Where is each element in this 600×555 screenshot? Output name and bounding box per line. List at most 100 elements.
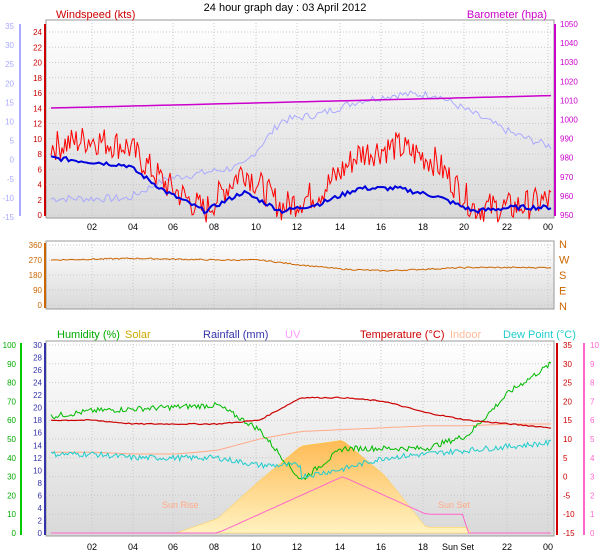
x-tick-label: 10 [251, 222, 261, 232]
y-tick-label: 10 [563, 435, 572, 444]
barometer-label: Barometer (hpa) [467, 9, 547, 21]
windspeed-label: Windspeed (kts) [56, 9, 135, 21]
rainfall-label: Rainfall (mm) [203, 329, 268, 341]
y-tick-label: 35 [5, 22, 14, 31]
y-tick-label: 6 [38, 165, 43, 174]
y-tick-label: 5 [10, 137, 15, 146]
y-tick-label: 40 [7, 454, 16, 463]
x-tick-label: 18 [418, 222, 428, 232]
y-tick-label: 30 [5, 41, 14, 50]
compass-label: S [559, 270, 566, 282]
series-line [50, 257, 552, 272]
y-tick-label: 22 [33, 43, 42, 52]
y-tick-label: 18 [33, 74, 42, 83]
series-line [50, 439, 552, 480]
uv-label: UV [285, 329, 301, 341]
y-tick-label: 20 [563, 397, 572, 406]
y-tick-label: 1000 [560, 116, 578, 125]
compass-label: E [559, 286, 566, 298]
x-tick-label: Sun Set [442, 542, 475, 552]
x-tick-label: 22 [502, 542, 512, 552]
y-tick-label: 12 [33, 454, 42, 463]
x-tick-label: 22 [502, 222, 512, 232]
y-tick-label: 30 [563, 360, 572, 369]
y-tick-label: 5 [563, 454, 568, 463]
y-tick-label: 20 [33, 59, 42, 68]
series-line [51, 476, 551, 534]
y-tick-label: 0 [563, 473, 568, 482]
dew-point-label: Dew Point (°C) [503, 329, 576, 341]
y-tick-label: 15 [563, 416, 572, 425]
y-tick-label: 0 [38, 211, 43, 220]
y-tick-label: 2 [38, 196, 43, 205]
y-tick-label: -5 [7, 175, 15, 184]
y-tick-label: 360 [29, 241, 43, 250]
y-tick-label: 7 [590, 397, 595, 406]
y-tick-label: 0 [38, 529, 43, 538]
y-tick-label: 25 [563, 379, 572, 388]
x-tick-label: 10 [251, 542, 261, 552]
x-tick-label: 08 [209, 222, 219, 232]
humidity-label: Humidity (%) [57, 329, 120, 341]
y-tick-label: 14 [33, 104, 42, 113]
x-tick-label: 06 [168, 542, 178, 552]
y-tick-label: 25 [5, 60, 14, 69]
x-tick-label: 12 [292, 222, 302, 232]
y-tick-label: 10 [5, 118, 14, 127]
y-tick-label: 20 [7, 491, 16, 500]
y-tick-label: 28 [33, 354, 42, 363]
y-tick-label: -15 [2, 213, 14, 222]
y-tick-label: 970 [560, 173, 574, 182]
series-line [50, 361, 552, 481]
y-tick-label: 9 [590, 360, 595, 369]
x-tick-label: 16 [376, 222, 386, 232]
temperature-label: Temperature (°C) [360, 329, 444, 341]
y-tick-label: 90 [7, 360, 16, 369]
windspeed-panel [45, 19, 555, 219]
x-tick-label: 20 [459, 222, 469, 232]
y-tick-label: 950 [560, 211, 574, 220]
y-tick-label: -10 [2, 194, 14, 203]
y-tick-label: 10 [33, 135, 42, 144]
y-tick-label: 8 [38, 150, 43, 159]
y-tick-label: 270 [29, 256, 43, 265]
x-tick-label: 16 [376, 542, 386, 552]
y-tick-label: 15 [5, 98, 14, 107]
x-tick-label: 00 [543, 222, 553, 232]
y-tick-label: 4 [38, 181, 43, 190]
y-tick-label: 5 [590, 435, 595, 444]
y-tick-label: 0 [10, 156, 15, 165]
y-tick-label: 0 [38, 301, 43, 310]
y-tick-label: 0 [12, 529, 17, 538]
y-tick-label: 14 [33, 441, 42, 450]
y-tick-label: 3 [590, 473, 595, 482]
y-tick-label: 8 [590, 379, 595, 388]
chart-title: 24 hour graph day : 03 April 2012 [204, 2, 367, 14]
y-tick-label: 70 [7, 397, 16, 406]
series-line [50, 90, 552, 203]
y-tick-label: 10 [33, 466, 42, 475]
y-tick-label: 16 [33, 429, 42, 438]
y-tick-label: 1040 [560, 39, 578, 48]
y-tick-label: 80 [7, 379, 16, 388]
sun-rise-annotation: Sun Rise [162, 500, 199, 510]
y-tick-label: 90 [33, 286, 42, 295]
y-tick-label: 4 [38, 504, 43, 513]
indoor-label: Indoor [450, 329, 482, 341]
y-tick-label: -15 [563, 529, 575, 538]
y-tick-label: 26 [33, 366, 42, 375]
y-tick-label: 16 [33, 89, 42, 98]
x-tick-label: 06 [168, 222, 178, 232]
y-tick-label: 10 [590, 341, 599, 350]
y-tick-label: 1 [590, 510, 595, 519]
y-tick-label: 1050 [560, 20, 578, 29]
y-tick-label: 50 [7, 435, 16, 444]
y-tick-label: 6 [38, 491, 43, 500]
x-tick-label: 00 [543, 542, 553, 552]
y-tick-label: 30 [7, 473, 16, 482]
y-tick-label: 0 [590, 529, 595, 538]
wind-direction-panel [45, 240, 555, 310]
series-line [50, 396, 552, 429]
y-tick-label: 10 [7, 510, 16, 519]
